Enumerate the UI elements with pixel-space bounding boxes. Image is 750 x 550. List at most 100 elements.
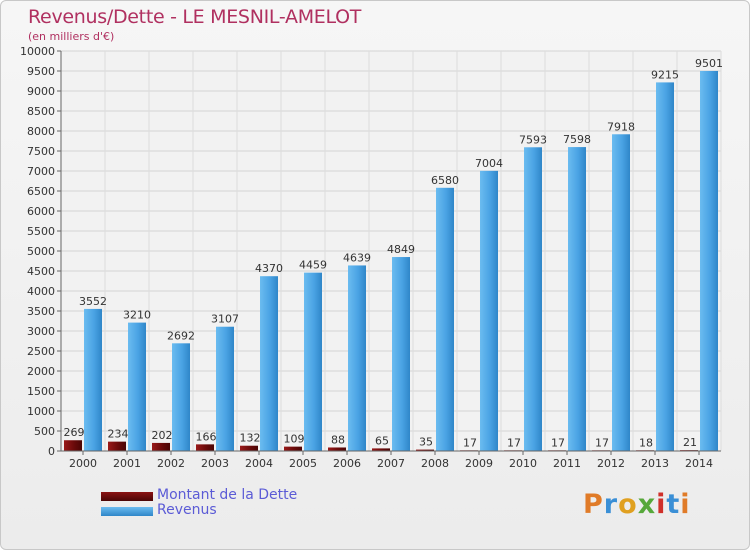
x-tick-label: 2003 bbox=[201, 457, 229, 470]
bar-revenus-2000 bbox=[84, 308, 102, 451]
bar-revenus-2002 bbox=[172, 343, 190, 451]
bar-debt-2003 bbox=[196, 444, 214, 451]
bar-revenus-2006 bbox=[348, 265, 366, 451]
data-label-revenus-2014: 9501 bbox=[695, 57, 723, 70]
y-tick-label: 6000 bbox=[27, 205, 55, 218]
y-tick-label: 500 bbox=[34, 425, 55, 438]
x-tick-label: 2014 bbox=[685, 457, 713, 470]
data-label-debt-2009: 17 bbox=[463, 436, 477, 449]
y-tick-label: 1500 bbox=[27, 385, 55, 398]
y-tick-label: 3000 bbox=[27, 325, 55, 338]
bar-revenus-2008 bbox=[436, 187, 454, 452]
data-label-debt-2007: 65 bbox=[375, 434, 389, 447]
y-tick-label: 4500 bbox=[27, 265, 55, 278]
bar-debt-2006 bbox=[328, 447, 346, 451]
logo-letter: o bbox=[618, 489, 638, 520]
bar-revenus-2004 bbox=[260, 276, 278, 451]
data-label-debt-2002: 202 bbox=[152, 429, 173, 442]
data-label-revenus-2008: 6580 bbox=[431, 174, 459, 187]
data-label-debt-2001: 234 bbox=[108, 428, 129, 441]
data-label-revenus-2000: 3552 bbox=[79, 295, 107, 308]
x-tick-label: 2006 bbox=[333, 457, 361, 470]
y-tick-label: 7500 bbox=[27, 145, 55, 158]
bar-revenus-2011 bbox=[568, 147, 586, 451]
bar-revenus-2013 bbox=[656, 82, 674, 452]
x-tick-label: 2011 bbox=[553, 457, 581, 470]
legend-label-revenus: Revenus bbox=[157, 502, 217, 518]
x-tick-label: 2002 bbox=[157, 457, 185, 470]
bar-revenus-2007 bbox=[392, 257, 410, 451]
bar-debt-2005 bbox=[284, 446, 302, 451]
logo-letter: t bbox=[666, 489, 681, 520]
data-label-debt-2014: 21 bbox=[683, 436, 697, 449]
data-label-debt-2005: 109 bbox=[284, 433, 305, 446]
bar-debt-2000 bbox=[64, 440, 82, 451]
data-label-debt-2013: 18 bbox=[639, 436, 653, 449]
x-tick-label: 2004 bbox=[245, 457, 273, 470]
bar-debt-2001 bbox=[108, 441, 126, 451]
y-axis: 0 500 1000 1500 2000 2500 3000 3500 4000 4500 5000… bbox=[20, 45, 62, 458]
data-label-debt-2004: 132 bbox=[240, 432, 261, 445]
x-tick-label: 2012 bbox=[597, 457, 625, 470]
y-tick-label: 10000 bbox=[20, 45, 55, 58]
y-tick-label: 6500 bbox=[27, 185, 55, 198]
data-label-revenus-2012: 7918 bbox=[607, 120, 635, 133]
legend-swatch-revenus bbox=[101, 507, 153, 516]
y-tick-label: 5000 bbox=[27, 245, 55, 258]
data-label-revenus-2004: 4370 bbox=[255, 262, 283, 275]
bar-revenus-2012 bbox=[612, 134, 630, 451]
y-tick-label: 7000 bbox=[27, 165, 55, 178]
logo-letter: i bbox=[680, 489, 691, 520]
data-label-revenus-2007: 4849 bbox=[387, 243, 415, 256]
data-label-revenus-2001: 3210 bbox=[123, 309, 151, 322]
legend-swatch-debt bbox=[101, 492, 153, 501]
x-tick-label: 2008 bbox=[421, 457, 449, 470]
grid-lines bbox=[60, 50, 722, 452]
y-tick-label: 4000 bbox=[27, 285, 55, 298]
bar-debt-2004 bbox=[240, 445, 258, 451]
bar-debt-2002 bbox=[152, 442, 170, 451]
x-tick-label: 2001 bbox=[113, 457, 141, 470]
data-label-revenus-2006: 4639 bbox=[343, 251, 371, 264]
legend-label-debt: Montant de la Dette bbox=[157, 487, 298, 503]
x-tick-label: 2013 bbox=[641, 457, 669, 470]
x-tick-label: 2005 bbox=[289, 457, 317, 470]
data-label-debt-2006: 88 bbox=[331, 433, 345, 446]
bar-revenus-2009 bbox=[480, 170, 498, 451]
y-tick-label: 2500 bbox=[27, 345, 55, 358]
data-label-revenus-2013: 9215 bbox=[651, 68, 679, 81]
bar-revenus-2003 bbox=[216, 326, 234, 451]
data-label-debt-2011: 17 bbox=[551, 436, 565, 449]
y-tick-label: 0 bbox=[48, 445, 55, 458]
bar-revenus-2014 bbox=[700, 70, 718, 452]
x-axis: 2000 2001 2002 2003 2004 2005 2006 2007 2008 2009… bbox=[61, 450, 721, 470]
x-tick-label: 2007 bbox=[377, 457, 405, 470]
proxiti-logo: Proxiti bbox=[583, 489, 691, 520]
data-label-debt-2003: 166 bbox=[196, 430, 217, 443]
bar-revenus-2010 bbox=[524, 147, 542, 451]
data-label-debt-2012: 17 bbox=[595, 436, 609, 449]
y-tick-label: 9500 bbox=[27, 65, 55, 78]
data-label-revenus-2003: 3107 bbox=[211, 313, 239, 326]
data-label-debt-2010: 17 bbox=[507, 436, 521, 449]
chart-title: Revenus/Dette - LE MESNIL-AMELOT bbox=[28, 6, 362, 28]
chart-subtitle: (en milliers d'€) bbox=[28, 30, 115, 43]
y-tick-label: 1000 bbox=[27, 405, 55, 418]
data-label-debt-2000: 269 bbox=[64, 426, 85, 439]
y-tick-label: 3500 bbox=[27, 305, 55, 318]
logo-letter: P bbox=[583, 489, 604, 520]
data-label-debt-2008: 35 bbox=[419, 436, 433, 449]
data-label-revenus-2005: 4459 bbox=[299, 259, 327, 272]
bar-debt-2008 bbox=[416, 449, 434, 451]
y-tick-label: 2000 bbox=[27, 365, 55, 378]
bar-revenus-2001 bbox=[128, 322, 146, 451]
logo-letter: r bbox=[603, 489, 619, 520]
data-label-revenus-2009: 7004 bbox=[475, 157, 503, 170]
bars bbox=[64, 70, 718, 452]
y-tick-label: 9000 bbox=[27, 85, 55, 98]
bar-revenus-2005 bbox=[304, 272, 322, 451]
y-tick-label: 5500 bbox=[27, 225, 55, 238]
logo-letter: i bbox=[656, 489, 667, 520]
